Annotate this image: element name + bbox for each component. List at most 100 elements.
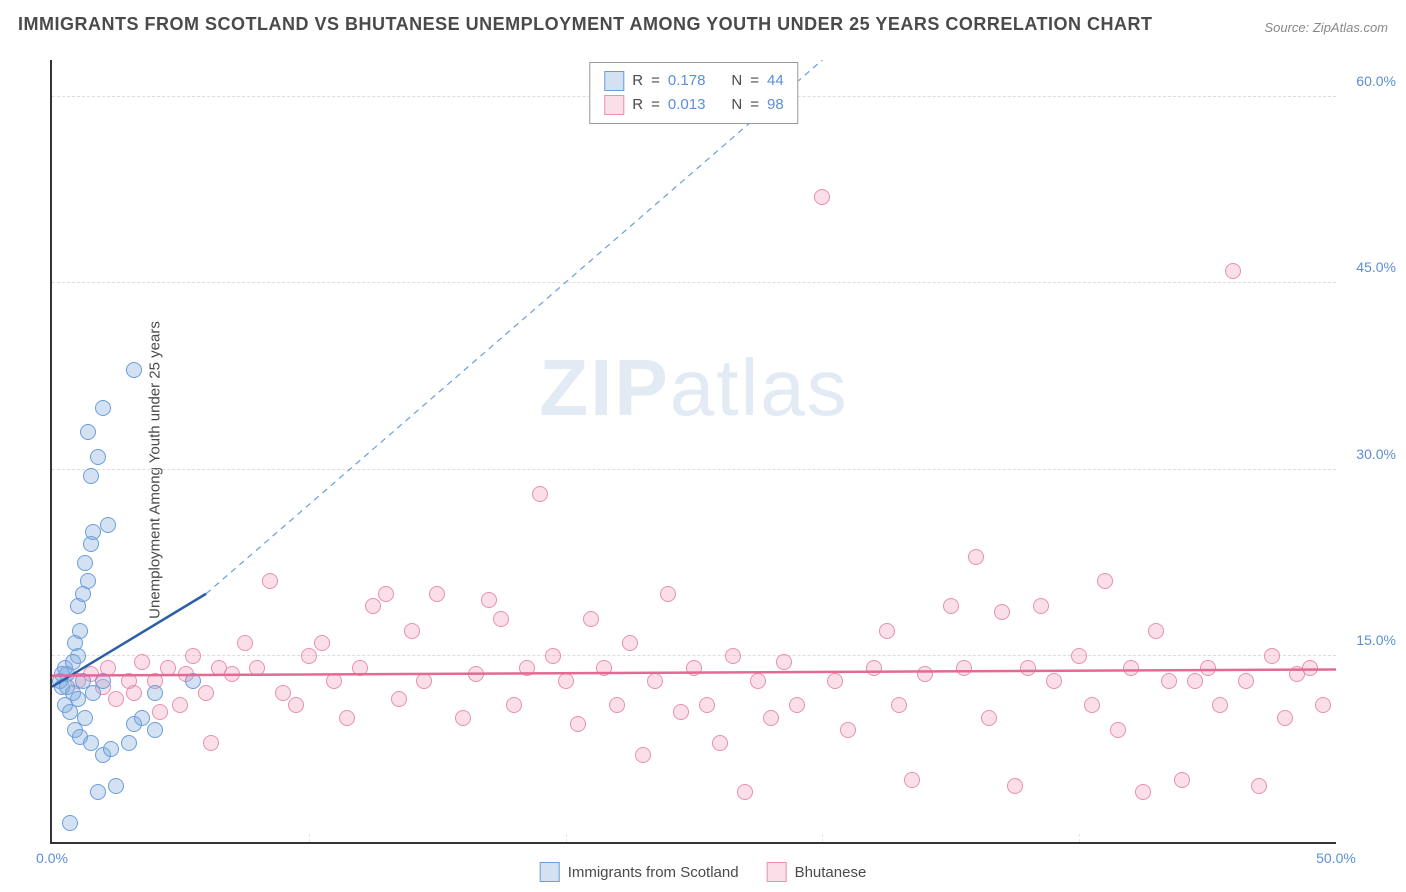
- data-point: [1302, 660, 1318, 676]
- data-point: [1238, 673, 1254, 689]
- data-point: [583, 611, 599, 627]
- data-point: [994, 604, 1010, 620]
- series-legend: Immigrants from Scotland Bhutanese: [540, 862, 867, 882]
- data-point: [943, 598, 959, 614]
- x-tick-label: 0.0%: [36, 850, 68, 866]
- trend-lines: [52, 60, 1336, 842]
- data-point: [1225, 263, 1241, 279]
- swatch-bhutanese-icon: [767, 862, 787, 882]
- data-point: [1264, 648, 1280, 664]
- data-point: [647, 673, 663, 689]
- data-point: [493, 611, 509, 627]
- data-point: [737, 784, 753, 800]
- data-point: [545, 648, 561, 664]
- legend-item-bhutanese: Bhutanese: [767, 862, 867, 882]
- data-point: [1161, 673, 1177, 689]
- swatch-bhutanese-icon: [604, 95, 624, 115]
- data-point: [152, 704, 168, 720]
- swatch-scotland-icon: [540, 862, 560, 882]
- chart-title: IMMIGRANTS FROM SCOTLAND VS BHUTANESE UN…: [18, 14, 1153, 35]
- data-point: [108, 691, 124, 707]
- y-tick-label: 15.0%: [1356, 632, 1396, 648]
- data-point: [80, 573, 96, 589]
- data-point: [1097, 573, 1113, 589]
- data-point: [866, 660, 882, 676]
- data-point: [1200, 660, 1216, 676]
- data-point: [481, 592, 497, 608]
- source-label: Source: ZipAtlas.com: [1264, 20, 1388, 35]
- data-point: [558, 673, 574, 689]
- data-point: [455, 710, 471, 726]
- gridline-v: [566, 834, 567, 842]
- data-point: [147, 722, 163, 738]
- data-point: [237, 635, 253, 651]
- data-point: [827, 673, 843, 689]
- x-tick-label: 50.0%: [1316, 850, 1356, 866]
- data-point: [95, 673, 111, 689]
- data-point: [262, 573, 278, 589]
- data-point: [224, 666, 240, 682]
- data-point: [378, 586, 394, 602]
- data-point: [121, 735, 137, 751]
- data-point: [275, 685, 291, 701]
- data-point: [429, 586, 445, 602]
- gridline-v: [1079, 834, 1080, 842]
- data-point: [1148, 623, 1164, 639]
- correlation-legend: R = 0.178 N = 44 R = 0.013 N = 98: [589, 62, 798, 124]
- data-point: [1033, 598, 1049, 614]
- data-point: [391, 691, 407, 707]
- data-point: [609, 697, 625, 713]
- data-point: [725, 648, 741, 664]
- data-point: [90, 449, 106, 465]
- data-point: [126, 685, 142, 701]
- data-point: [108, 778, 124, 794]
- data-point: [532, 486, 548, 502]
- data-point: [365, 598, 381, 614]
- data-point: [249, 660, 265, 676]
- data-point: [77, 710, 93, 726]
- data-point: [622, 635, 638, 651]
- data-point: [185, 673, 201, 689]
- watermark: ZIPatlas: [539, 342, 848, 434]
- data-point: [660, 586, 676, 602]
- data-point: [352, 660, 368, 676]
- legend-label: Immigrants from Scotland: [568, 864, 739, 881]
- data-point: [203, 735, 219, 751]
- data-point: [339, 710, 355, 726]
- data-point: [72, 623, 88, 639]
- legend-row-bhutanese: R = 0.013 N = 98: [604, 93, 783, 117]
- data-point: [814, 189, 830, 205]
- data-point: [1020, 660, 1036, 676]
- data-point: [1135, 784, 1151, 800]
- data-point: [416, 673, 432, 689]
- data-point: [673, 704, 689, 720]
- data-point: [1007, 778, 1023, 794]
- data-point: [904, 772, 920, 788]
- data-point: [198, 685, 214, 701]
- data-point: [70, 691, 86, 707]
- plot-area: ZIPatlas R = 0.178 N = 44 R = 0.013 N =: [50, 60, 1336, 844]
- y-tick-label: 60.0%: [1356, 73, 1396, 89]
- data-point: [314, 635, 330, 651]
- data-point: [879, 623, 895, 639]
- data-point: [776, 654, 792, 670]
- data-point: [1071, 648, 1087, 664]
- data-point: [326, 673, 342, 689]
- data-point: [596, 660, 612, 676]
- data-point: [750, 673, 766, 689]
- data-point: [570, 716, 586, 732]
- data-point: [288, 697, 304, 713]
- gridline-h: [52, 282, 1336, 283]
- data-point: [301, 648, 317, 664]
- legend-row-scotland: R = 0.178 N = 44: [604, 69, 783, 93]
- data-point: [1187, 673, 1203, 689]
- gridline-v: [822, 834, 823, 842]
- data-point: [83, 735, 99, 751]
- data-point: [65, 654, 81, 670]
- data-point: [981, 710, 997, 726]
- data-point: [404, 623, 420, 639]
- data-point: [1315, 697, 1331, 713]
- data-point: [103, 741, 119, 757]
- data-point: [1123, 660, 1139, 676]
- swatch-scotland-icon: [604, 71, 624, 91]
